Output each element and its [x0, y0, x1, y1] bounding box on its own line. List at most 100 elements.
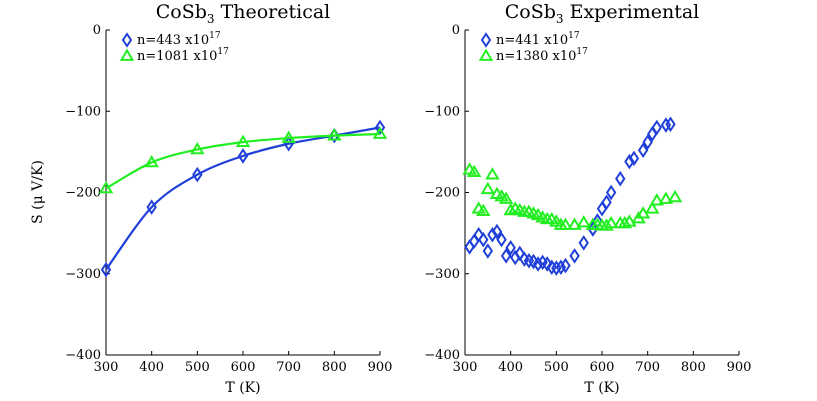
data-point [605, 184, 617, 201]
x-tick-label: 700 [276, 360, 301, 375]
data-point [514, 245, 526, 262]
legend-label: n=441 x1017 [496, 31, 580, 48]
legend-marker [121, 32, 133, 48]
x-tick-label: 500 [185, 360, 210, 375]
data-point [281, 130, 296, 143]
data-point [667, 189, 683, 203]
fit-line [105, 132, 381, 190]
data-point [485, 167, 500, 180]
data-point [466, 164, 482, 178]
x-tick-label: 500 [544, 360, 569, 375]
y-tick-label: −200 [65, 186, 101, 201]
data-point [496, 231, 507, 248]
data-point [98, 180, 114, 194]
data-point [560, 257, 571, 274]
y-tick-label: 0 [452, 23, 460, 38]
y-tick-label: −100 [424, 104, 460, 119]
data-point [541, 256, 553, 272]
data-point [637, 142, 649, 159]
y-tick-label: 0 [93, 23, 101, 38]
legend-label: n=443 x1017 [137, 31, 221, 48]
data-point [578, 235, 589, 251]
data-point [476, 203, 491, 217]
x-tick-label: 400 [139, 360, 164, 375]
x-tick-label: 600 [231, 360, 256, 375]
data-point [624, 153, 635, 170]
legend-entry: n=441 x1017 [480, 31, 580, 48]
x-tick-label: 800 [681, 360, 706, 375]
data-point [237, 148, 249, 164]
data-point [603, 215, 619, 229]
data-point [660, 117, 672, 133]
data-point [327, 128, 342, 141]
data-point [599, 218, 614, 231]
x-axis-label: T (K) [584, 380, 619, 396]
data-point [569, 248, 580, 264]
data-point [473, 226, 484, 243]
legend-marker [478, 48, 494, 61]
x-tick-label: 300 [94, 360, 119, 375]
x-tick-label: 900 [368, 360, 393, 375]
data-point [503, 202, 518, 216]
chart-title: CoSb3 Theoretical [156, 1, 331, 26]
data-point [500, 248, 512, 264]
data-point [576, 215, 591, 228]
data-point [651, 119, 663, 136]
x-tick-label: 400 [498, 360, 523, 375]
data-point [487, 226, 498, 243]
data-point [644, 201, 660, 214]
data-point [372, 126, 388, 139]
y-tick-label: −400 [65, 348, 101, 363]
data-point [617, 215, 633, 229]
y-tick-label: −200 [424, 186, 460, 201]
legend-marker [119, 48, 135, 61]
chart-title: CoSb3 Experimental [505, 1, 700, 26]
data-point [665, 116, 676, 133]
data-point [190, 141, 205, 155]
data-point [551, 260, 562, 276]
data-point [658, 191, 674, 204]
data-point [622, 214, 637, 227]
data-point [478, 231, 489, 248]
data-point [146, 199, 157, 215]
panel-theoretical: CoSb3 Theoretical 300 400 500 600 700 800 900 0… [30, 1, 392, 396]
data-point [649, 193, 665, 206]
x-tick-label: 700 [635, 360, 660, 375]
data-point [532, 256, 544, 272]
legend-label: n=1081 x1017 [137, 47, 229, 64]
x-tick-label: 600 [590, 360, 615, 375]
data-point [482, 243, 494, 259]
data-point [601, 194, 612, 211]
legend-label: n=1380 x1017 [496, 47, 588, 64]
y-tick-label: −300 [424, 267, 460, 282]
legend-marker [480, 32, 492, 48]
y-tick-label: −100 [65, 104, 101, 119]
data-point [628, 150, 640, 167]
data-point [374, 119, 386, 136]
data-point [464, 239, 475, 255]
x-tick-label: 800 [322, 360, 347, 375]
x-tick-label: 300 [453, 360, 478, 375]
data-point [192, 166, 203, 183]
y-tick-label: −400 [424, 348, 460, 363]
data-point [235, 134, 251, 147]
x-tick-label: 900 [727, 360, 752, 375]
data-point [498, 191, 514, 204]
legend-entry: n=443 x1017 [121, 31, 221, 48]
data-point [555, 259, 567, 276]
data-point [558, 217, 573, 230]
data-point [480, 181, 496, 195]
data-point [567, 217, 582, 230]
data-point [100, 261, 112, 278]
data-point [491, 223, 503, 240]
data-point [615, 170, 626, 187]
y-tick-label: −300 [65, 267, 101, 282]
legend-entry: n=1081 x1017 [119, 47, 229, 64]
data-point [505, 239, 516, 256]
data-point [144, 154, 159, 168]
y-axis-label: S (μ V/K) [30, 160, 46, 224]
data-point [642, 134, 653, 150]
